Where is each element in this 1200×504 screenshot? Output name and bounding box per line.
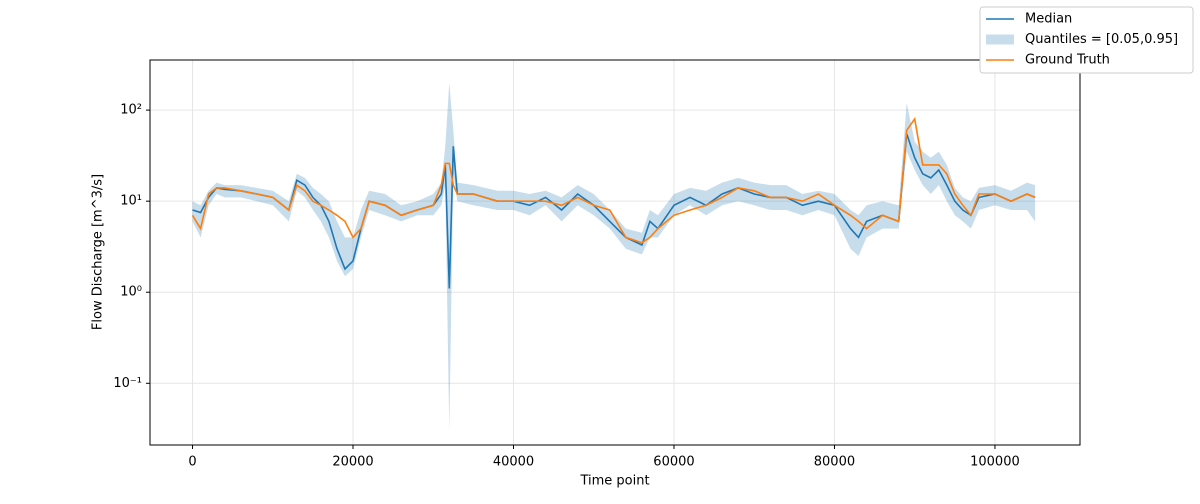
legend-label: Quantiles = [0.05,0.95] [1025,32,1178,47]
plot-frame [149,59,1081,446]
x-tick-label: 100000 [970,455,1020,470]
x-tick-label: 80000 [814,455,855,470]
y-axis-label: Flow Discharge [m^3/s] [91,174,106,330]
x-tick-label: 40000 [493,455,534,470]
x-tick-label: 20000 [332,455,373,470]
line [191,116,1036,244]
grid-group [150,60,1080,445]
legend-label: Ground Truth [1025,53,1110,68]
legend-box [979,6,1194,74]
x-tick-label: 0 [188,455,196,470]
x-tick-label: 60000 [653,455,694,470]
x-axis-label: Time point [579,474,649,489]
y-tick-label: 10² [120,103,142,118]
legend-patch [986,34,1014,45]
legend-label: Median [1025,12,1072,27]
y-tick-label: 10⁻¹ [113,376,142,391]
plot-area [191,82,1036,431]
quantile-band [192,82,1036,431]
y-tick-label: 10¹ [120,194,142,209]
y-tick-label: 10⁰ [120,285,142,300]
